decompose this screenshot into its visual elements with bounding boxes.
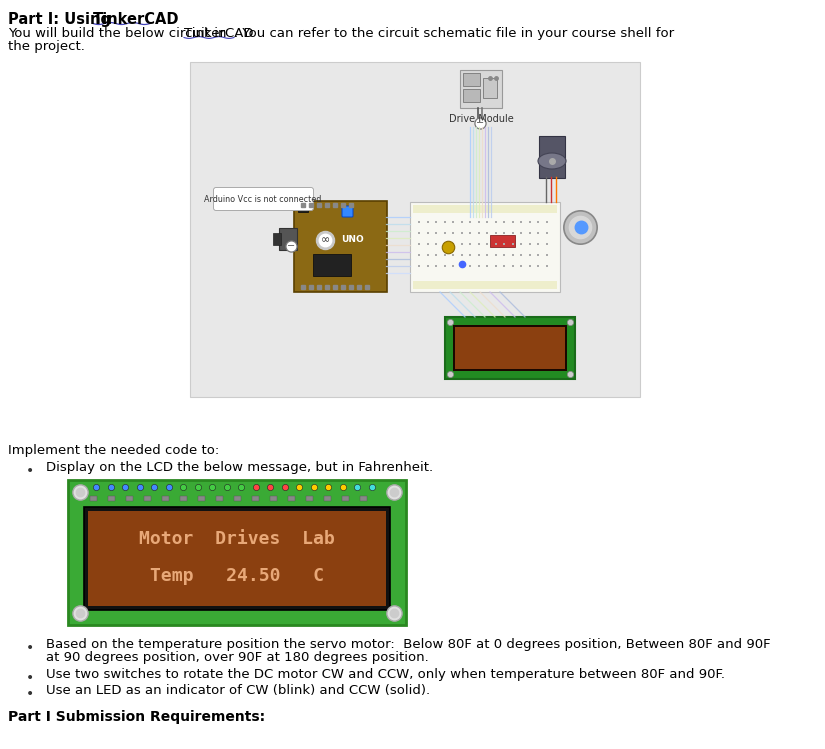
Bar	[144, 496, 151, 501]
Bar	[342, 496, 349, 501]
Text: Drive Module: Drive Module	[449, 114, 513, 124]
Text: UNO: UNO	[342, 235, 365, 244]
FancyBboxPatch shape	[214, 187, 314, 210]
Text: Based on the temperature position the servo motor:  Below 80F at 0 degrees posit: Based on the temperature position the se…	[46, 638, 771, 651]
Bar	[68, 480, 406, 625]
Bar	[162, 496, 169, 501]
Bar	[126, 496, 133, 501]
Text: Implement the needed code to:: Implement the needed code to:	[8, 444, 219, 457]
Bar	[463, 73, 480, 86]
Bar	[216, 496, 223, 501]
Text: −: −	[476, 118, 484, 128]
Bar	[490, 235, 515, 247]
Text: at 90 degrees position, over 90F at 180 degrees position.: at 90 degrees position, over 90F at 180 …	[46, 651, 429, 664]
Bar	[413, 205, 557, 213]
Bar	[252, 496, 259, 501]
FancyBboxPatch shape	[539, 136, 565, 178]
FancyBboxPatch shape	[294, 201, 386, 291]
Bar	[88, 511, 386, 606]
Text: TinkerCAD: TinkerCAD	[93, 12, 180, 27]
Text: Use an LED as an indicator of CW (blink) and CCW (solid).: Use an LED as an indicator of CW (blink)…	[46, 684, 430, 697]
Bar	[455, 327, 565, 369]
Text: Arduino Vcc is not connected: Arduino Vcc is not connected	[205, 195, 322, 204]
Bar	[298, 205, 308, 212]
Bar	[270, 496, 277, 501]
Bar	[198, 496, 205, 501]
Bar	[108, 496, 115, 501]
Text: Temp   24.50   C: Temp 24.50 C	[150, 566, 324, 585]
Text: Use two switches to rotate the DC motor CW and CCW, only when temperature betwee: Use two switches to rotate the DC motor …	[46, 668, 725, 681]
Ellipse shape	[538, 153, 566, 169]
Bar	[410, 202, 560, 292]
Bar	[279, 228, 297, 250]
Text: •: •	[26, 464, 34, 478]
Bar	[313, 254, 351, 276]
FancyBboxPatch shape	[342, 206, 353, 217]
Text: −: −	[287, 241, 295, 251]
Text: You will build the below circuit in: You will build the below circuit in	[8, 27, 231, 40]
Bar	[306, 496, 313, 501]
Text: Motor  Drives  Lab: Motor Drives Lab	[139, 530, 335, 548]
Text: ∞: ∞	[320, 235, 330, 245]
Bar	[413, 281, 557, 289]
Bar	[90, 496, 97, 501]
Text: •: •	[26, 641, 34, 655]
Text: Part I Submission Requirements:: Part I Submission Requirements:	[8, 710, 265, 724]
Bar	[180, 496, 187, 501]
Bar	[460, 70, 502, 108]
Text: the project.: the project.	[8, 40, 85, 53]
Bar	[445, 317, 575, 379]
Bar	[84, 507, 390, 610]
Bar	[483, 78, 497, 98]
Bar	[453, 325, 567, 371]
Text: Part I: Using: Part I: Using	[8, 12, 116, 27]
Bar	[463, 89, 480, 102]
Bar	[360, 496, 367, 501]
Bar	[324, 496, 331, 501]
Text: TinkerCAD: TinkerCAD	[184, 27, 253, 40]
Bar	[234, 496, 241, 501]
Text: •: •	[26, 671, 34, 685]
Text: Display on the LCD the below message, but in Fahrenheit.: Display on the LCD the below message, bu…	[46, 461, 433, 474]
Bar	[288, 496, 295, 501]
Bar	[273, 233, 281, 245]
Text: . You can refer to the circuit schematic file in your course shell for: . You can refer to the circuit schematic…	[234, 27, 674, 40]
Text: •: •	[26, 687, 34, 701]
Bar	[190, 62, 640, 397]
